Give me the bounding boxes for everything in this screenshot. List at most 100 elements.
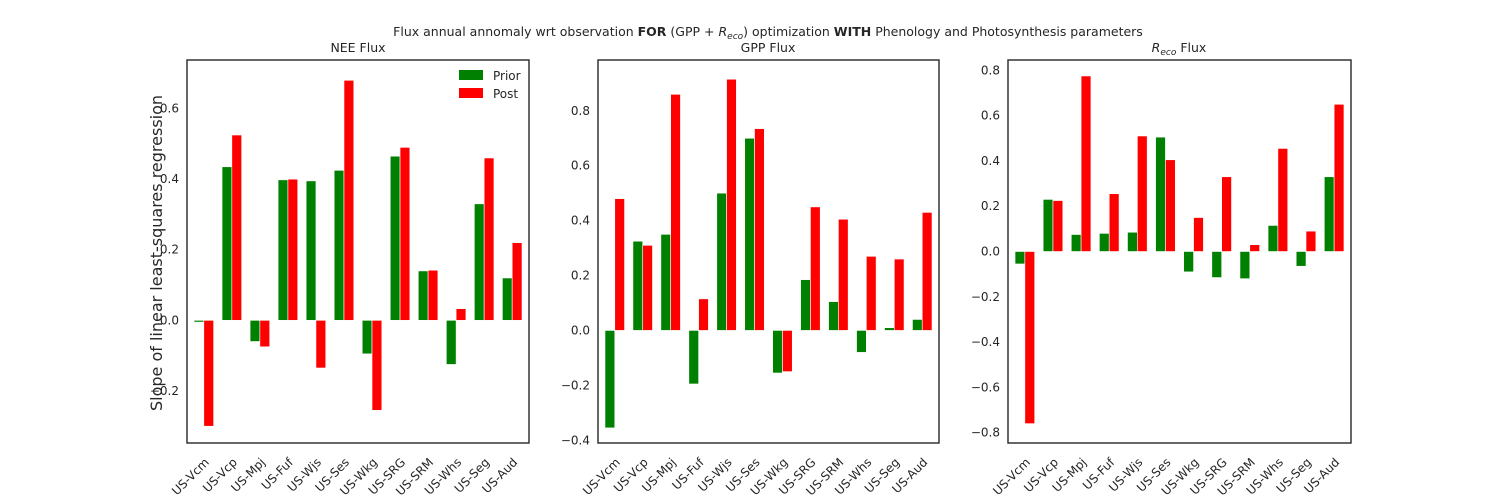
nee-ytick-label: 0.6 (160, 102, 179, 116)
gpp-bar-post-us-seg (893, 258, 905, 331)
reco-bar-post-us-mpj (1080, 75, 1092, 252)
figure-suptitle: Flux annual annomaly wrt observation FOR… (393, 24, 1143, 42)
legend-swatch-prior (459, 70, 483, 80)
gpp-bar-prior-us-vcm (604, 330, 616, 429)
reco-bar-prior-us-srg (1211, 251, 1222, 278)
nee-bar-prior-us-wkg (361, 320, 373, 355)
gpp-bar-prior-us-vcp (632, 240, 644, 331)
reco-bar-post-us-aud (1333, 103, 1345, 252)
nee-bar-prior-us-seg (474, 203, 485, 321)
reco-ytick-label: −0.2 (971, 290, 1000, 304)
gpp-bar-prior-us-wkg (772, 330, 783, 374)
nee-flux-panel: NEE Flux −0.20.00.20.40.6US-VcmUS-VcpUS-… (150, 40, 530, 498)
nee-bar-post-us-vcp (231, 134, 242, 321)
nee-ytick-label: −0.2 (150, 384, 179, 398)
nee-bar-prior-us-vcm (193, 320, 205, 323)
reco-ytick-label: 0.0 (981, 245, 1000, 259)
nee-bar-prior-us-srg (389, 155, 401, 321)
reco-bar-prior-us-whs (1267, 225, 1279, 252)
reco-bar-prior-us-wkg (1183, 251, 1194, 273)
gpp-flux-title: GPP Flux (741, 40, 796, 55)
gpp-bar-prior-us-seg (884, 327, 895, 331)
reco-ytick-label: −0.4 (971, 335, 1000, 349)
nee-bar-post-us-seg (483, 157, 495, 321)
nee-bar-post-us-mpj (259, 320, 271, 348)
gpp-bar-prior-us-mpj (660, 234, 671, 331)
reco-bar-post-us-fuf (1108, 193, 1120, 252)
gpp-flux-panel: GPP Flux −0.4−0.20.00.20.40.60.8US-VcmUS… (561, 40, 940, 498)
reco-ytick-label: 0.2 (981, 199, 1000, 213)
reco-ytick-label: −0.8 (971, 426, 1000, 440)
gpp-bar-post-us-fuf (698, 298, 709, 331)
nee-bar-post-us-whs (455, 308, 467, 321)
gpp-bar-prior-us-ses (744, 137, 755, 331)
reco-bar-post-us-vcp (1052, 200, 1064, 252)
legend: Prior Post (459, 69, 521, 101)
reco-bar-prior-us-fuf (1099, 233, 1110, 252)
gpp-ytick-label: 0.0 (571, 323, 590, 337)
gpp-bar-prior-us-whs (856, 330, 867, 353)
gpp-bar-post-us-mpj (670, 94, 681, 331)
reco-bar-post-us-vcm (1024, 251, 1036, 424)
nee-bar-post-us-ses (343, 80, 355, 321)
gpp-ytick-label: 0.4 (571, 214, 590, 228)
reco-bar-post-us-whs (1277, 148, 1289, 252)
reco-bar-post-us-srg (1221, 176, 1232, 252)
nee-bar-prior-us-wjs (305, 180, 317, 321)
gpp-bar-prior-us-fuf (688, 330, 699, 385)
nee-bar-prior-us-ses (333, 170, 345, 321)
gpp-bar-post-us-ses (754, 128, 765, 331)
nee-bar-post-us-srg (399, 147, 411, 321)
gpp-bar-prior-us-wjs (716, 192, 727, 331)
reco-bar-prior-us-wjs (1127, 231, 1138, 252)
gpp-ytick-label: 0.2 (571, 269, 590, 283)
reco-bar-post-us-ses (1165, 159, 1176, 252)
reco-bar-prior-us-srm (1239, 251, 1251, 279)
gpp-ytick-label: −0.2 (561, 378, 590, 392)
nee-bar-post-us-wkg (371, 320, 383, 411)
gpp-bar-prior-us-srg (800, 279, 811, 331)
gpp-bar-post-us-whs (866, 255, 877, 331)
nee-bar-prior-us-aud (502, 277, 513, 321)
legend-label-prior: Prior (493, 69, 521, 83)
gpp-bar-post-us-aud (921, 212, 933, 331)
reco-bar-prior-us-aud (1323, 176, 1335, 252)
gpp-bar-post-us-srm (838, 218, 849, 331)
reco-bar-post-us-seg (1305, 230, 1317, 252)
legend-label-post: Post (493, 87, 518, 101)
nee-ytick-label: 0.0 (160, 313, 179, 327)
reco-ytick-label: 0.4 (981, 154, 1000, 168)
gpp-bar-post-us-wkg (782, 330, 793, 372)
gpp-bar-prior-us-aud (912, 319, 923, 331)
gpp-bar-post-us-vcp (642, 245, 653, 331)
nee-bar-post-us-wjs (315, 320, 327, 369)
gpp-ytick-label: 0.8 (571, 104, 590, 118)
reco-bar-post-us-wkg (1193, 217, 1204, 252)
nee-bar-post-us-srm (427, 269, 439, 321)
nee-bar-prior-us-srm (417, 270, 429, 321)
nee-ytick-label: 0.4 (160, 172, 179, 186)
nee-bar-prior-us-mpj (249, 320, 261, 342)
gpp-bar-post-us-srg (810, 206, 821, 331)
reco-bar-prior-us-seg (1295, 251, 1307, 267)
gpp-ytick-label: 0.6 (571, 159, 590, 173)
reco-bar-post-us-srm (1249, 244, 1260, 252)
reco-ytick-label: 0.8 (981, 63, 1000, 77)
reco-bar-prior-us-vcp (1042, 199, 1054, 252)
nee-axes-frame (186, 59, 530, 444)
gpp-axes-frame (597, 59, 940, 444)
reco-ytick-label: −0.6 (971, 380, 1000, 394)
nee-bar-prior-us-fuf (277, 179, 289, 321)
legend-swatch-post (459, 88, 483, 98)
y-axis-label: Slope of linear least-squares regression (147, 95, 166, 411)
gpp-bar-prior-us-srm (828, 301, 839, 331)
reco-flux-panel: Reco Flux −0.8 −0.6 −0.4 −0.2 0.0 0.2 0.4 0.6 0.… (971, 40, 1352, 498)
nee-bar-post-us-vcm (203, 320, 214, 427)
nee-bar-prior-us-whs (445, 320, 457, 365)
reco-bar-prior-us-vcm (1014, 251, 1026, 265)
reco-bar-post-us-wjs (1137, 135, 1148, 252)
nee-bar-post-us-aud (511, 242, 523, 321)
gpp-ytick-label: −0.4 (561, 433, 590, 447)
reco-ytick-label: 0.6 (981, 109, 1000, 123)
